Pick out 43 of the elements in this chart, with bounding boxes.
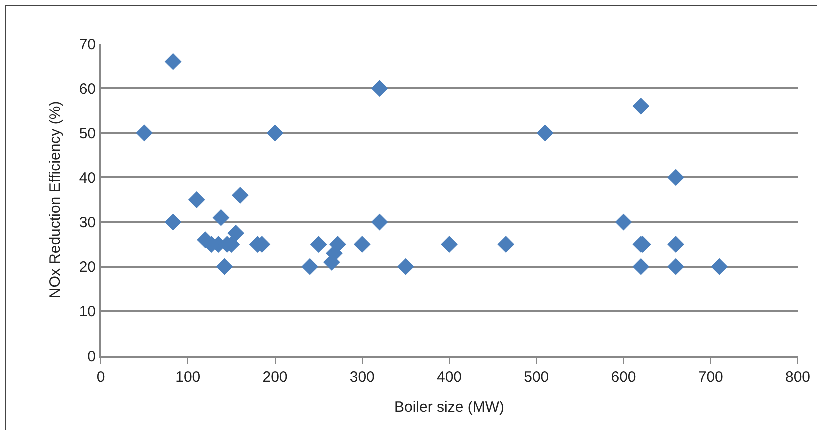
x-tick-label: 800 (785, 369, 811, 386)
y-tick-label: 50 (79, 125, 96, 142)
y-tick-label: 0 (88, 348, 96, 366)
y-tick-label: 40 (79, 170, 96, 187)
point (668, 169, 684, 186)
y-tick-label: 30 (79, 214, 96, 232)
x-axis-title: Boiler size (MW) (394, 399, 505, 416)
point (632, 98, 650, 115)
x-tick-label: 600 (611, 369, 636, 386)
y-tick-label: 70 (79, 36, 96, 54)
x-tick-label: 700 (698, 369, 724, 386)
point (232, 187, 249, 204)
point (498, 236, 515, 254)
point (164, 214, 182, 231)
point (632, 258, 650, 276)
point (188, 192, 206, 208)
point (266, 124, 284, 142)
x-tick-label: 500 (524, 369, 550, 386)
point (136, 124, 154, 142)
y-axis-title: NOx Reduction Efficiency (%) (47, 101, 64, 299)
y-tick-label: 10 (79, 304, 96, 321)
y-tick-label: 60 (79, 80, 96, 98)
x-tick-label: 200 (262, 369, 288, 386)
point (371, 80, 388, 98)
y-tick-label: 20 (79, 259, 96, 276)
point (397, 258, 414, 276)
point (302, 258, 319, 276)
point (310, 236, 328, 254)
point (668, 258, 684, 276)
point (371, 214, 388, 231)
point (216, 258, 234, 276)
point (212, 209, 230, 226)
x-tick-label: 100 (176, 369, 201, 386)
point (441, 236, 458, 254)
point (228, 224, 244, 242)
x-tick-label: 300 (350, 369, 375, 386)
point (354, 236, 371, 254)
point (711, 258, 728, 276)
x-tick-label: 400 (436, 369, 462, 386)
point (164, 53, 182, 70)
point (536, 124, 554, 142)
point (668, 236, 684, 254)
point (615, 214, 632, 231)
